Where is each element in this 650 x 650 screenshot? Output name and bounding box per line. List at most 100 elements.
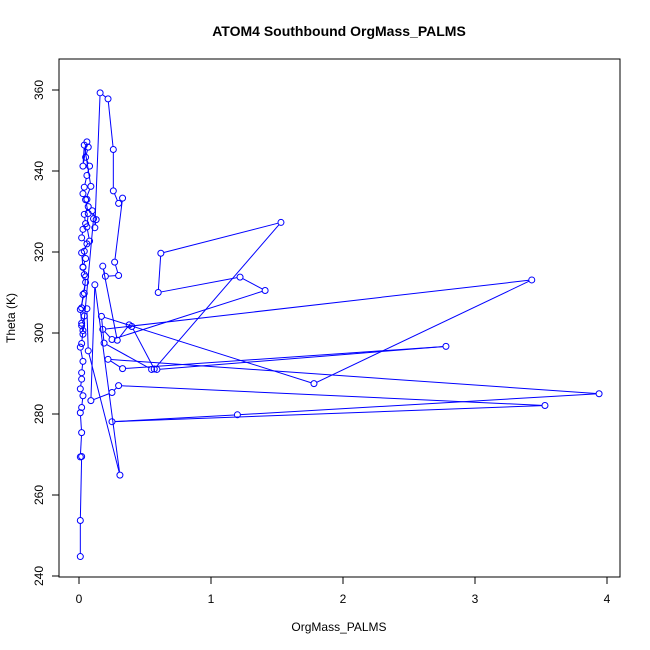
data-point [78,319,86,327]
y-tick-label: 340 [32,161,46,181]
series-segment [102,94,106,98]
data-point [86,237,94,245]
data-point [76,343,84,351]
data-point [80,210,88,218]
series-segment [240,393,597,416]
data-point [92,216,100,224]
series-segment [110,360,121,368]
data-point [111,258,119,266]
series-segment [81,364,84,370]
data-point [119,365,127,373]
data-point [80,183,88,191]
data-point [236,273,244,281]
series-segment [115,264,119,273]
data-point [261,286,269,294]
series-points [76,89,603,561]
series-segment [132,328,154,367]
series-segment [125,346,444,369]
y-tick-label: 260 [32,485,46,505]
x-tick-label: 3 [472,592,479,606]
data-point [76,453,84,461]
data-point [79,190,87,198]
data-point [80,312,88,320]
data-point [76,306,84,314]
x-tick-label: 0 [76,592,83,606]
data-point [442,342,450,350]
data-point [87,182,95,190]
data-point [128,323,136,331]
series-line [79,94,597,554]
series-segment [114,201,123,260]
data-point [79,392,87,400]
data-point [100,339,108,347]
data-point [115,271,123,279]
series-segment [93,393,110,401]
y-tick-label: 360 [32,80,46,100]
series-segment [107,101,114,147]
data-point [82,153,90,161]
series-segment [161,277,238,293]
series-segment [84,178,87,185]
y-tick-label: 280 [32,404,46,424]
series-segment [79,459,83,518]
data-point [116,471,124,479]
series-segment [114,290,263,340]
x-tick-label: 4 [604,592,611,606]
series-segment [114,193,118,201]
data-point [104,95,112,103]
data-point [78,234,86,242]
data-point [99,325,107,333]
data-point [82,273,90,281]
series-segment [81,398,84,405]
data-point [88,207,96,215]
data-point [91,281,99,289]
series-segment [94,95,101,225]
series-segment [159,346,444,370]
data-point [84,347,92,355]
data-point [76,517,84,525]
data-point [528,276,536,284]
data-point [157,249,165,257]
data-point [108,389,116,397]
data-point [79,330,87,338]
series-segment [101,319,105,341]
data-point [595,390,603,398]
y-tick-label: 320 [32,242,46,262]
x-tick-label: 1 [208,592,215,606]
series-segment [110,359,597,395]
series-segment [242,278,263,290]
data-point [76,553,84,561]
data-point [97,312,105,320]
data-point [99,262,107,270]
data-point [80,271,88,279]
series-segment [316,280,530,383]
data-point [150,365,158,373]
series-segment [113,387,117,391]
series-segment [81,255,84,265]
data-point [79,291,87,299]
series-segment [121,385,542,406]
series-segment [104,331,111,338]
data-point [80,141,88,149]
series-segment [80,415,82,430]
chart-title: ATOM4 Southbound OrgMass_PALMS [212,23,466,39]
data-point [78,340,86,348]
data-point [108,418,116,426]
data-point [108,335,116,343]
data-point [76,385,84,393]
data-point [310,380,318,388]
data-point [101,272,109,280]
x-axis-label: OrgMass_PALMS [291,620,386,634]
series-segment [118,326,128,339]
data-point [153,365,161,373]
series-segment [114,405,542,423]
x-axis: 0 1 2 3 4 [76,576,611,606]
series-segment [80,350,83,359]
data-point [78,304,86,312]
data-point [119,194,127,202]
data-point [82,254,90,262]
data-point [82,220,90,228]
series-segment [80,382,82,386]
data-point [154,289,162,296]
